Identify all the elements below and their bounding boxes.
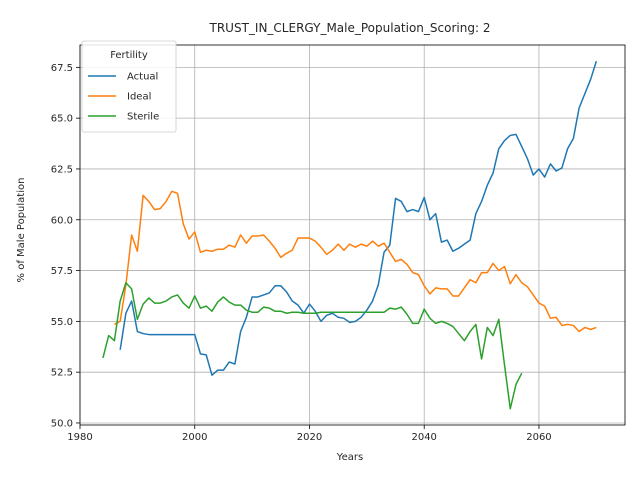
plot-frame <box>79 44 626 426</box>
legend-label-actual: Actual <box>127 72 158 83</box>
legend-title: Fertility <box>110 50 148 61</box>
legend-box <box>81 40 177 133</box>
legend: Fertility Actual Ideal Sterile <box>81 40 177 133</box>
x-tick-label: 2000 <box>182 432 207 443</box>
series-line-ideal <box>114 190 597 333</box>
y-tick-label: 65.0 <box>51 114 73 125</box>
series-line-sterile <box>102 282 523 410</box>
y-tick-label: 67.5 <box>51 63 73 74</box>
tick-layer: 1980 2000 2020 2040 2060 50.0 52.5 55.0 57.5 60.0… <box>51 63 552 443</box>
y-tick-label: 62.5 <box>51 164 73 175</box>
series-line-actual <box>119 61 598 376</box>
x-tick-label: 2040 <box>411 432 436 443</box>
legend-label-sterile: Sterile <box>127 112 159 123</box>
legend-label-ideal: Ideal <box>127 92 151 103</box>
x-axis-label: Years <box>336 452 363 463</box>
x-tick-label: 2020 <box>297 432 322 443</box>
y-tick-label: 50.0 <box>51 418 73 429</box>
y-tick-label: 55.0 <box>51 317 73 328</box>
x-tick-label: 2060 <box>526 432 551 443</box>
y-axis-label: % of Male Population <box>16 178 27 283</box>
chart-title: TRUST_IN_CLERGY_Male_Population_Scoring:… <box>209 21 491 35</box>
series-layer <box>102 61 598 410</box>
y-tick-label: 60.0 <box>51 215 73 226</box>
y-tick-label: 52.5 <box>51 368 73 379</box>
x-tick-label: 1980 <box>67 432 92 443</box>
y-tick-label: 57.5 <box>51 266 73 277</box>
